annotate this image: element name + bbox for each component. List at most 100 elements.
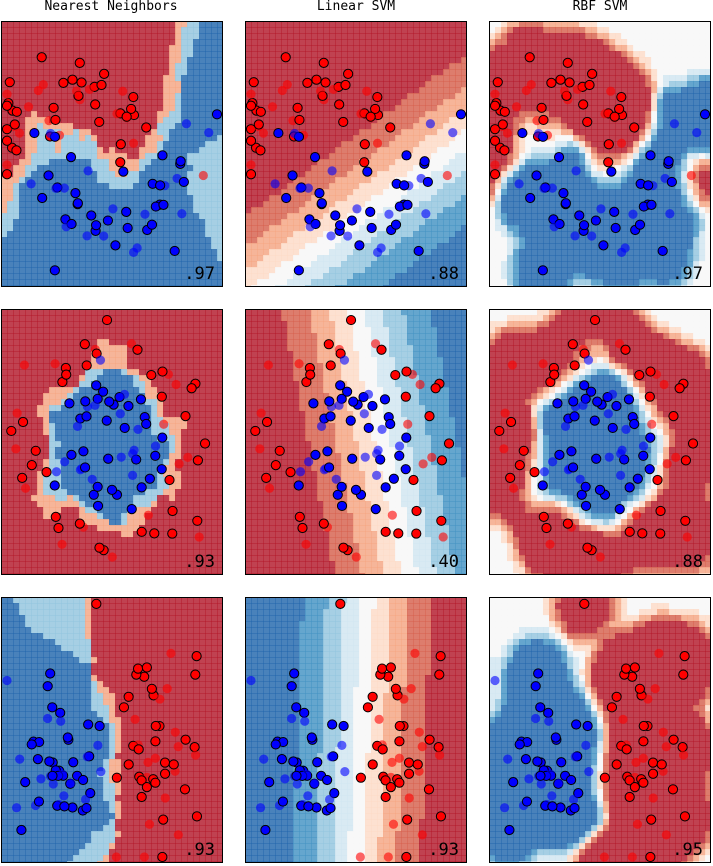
class0-point — [194, 532, 204, 542]
class0-point — [245, 135, 257, 146]
class1-point — [587, 231, 597, 241]
class0-point — [647, 768, 659, 779]
class0-point — [159, 419, 169, 429]
class1-point — [104, 396, 115, 407]
class0-point — [318, 518, 329, 529]
class0-point — [629, 662, 640, 673]
class0-point — [424, 410, 435, 422]
class0-point — [538, 359, 548, 369]
class0-point — [611, 691, 622, 702]
class0-point — [614, 103, 625, 115]
class0-point — [394, 753, 404, 763]
sample-points — [2, 598, 203, 863]
class1-point — [119, 422, 130, 434]
class1-point — [291, 702, 302, 713]
class0-point — [399, 694, 409, 704]
class0-point — [90, 99, 101, 110]
class0-point — [9, 119, 20, 130]
class1-point — [367, 400, 378, 412]
class0-point — [400, 391, 411, 402]
class0-point — [356, 109, 366, 119]
class0-point — [643, 694, 653, 704]
class1-point — [620, 243, 630, 253]
class0-point — [388, 819, 399, 829]
class0-point — [115, 157, 126, 168]
accuracy-score-label: .93 — [184, 552, 215, 572]
class0-point — [334, 99, 345, 110]
class0-point — [656, 759, 667, 770]
class1-point — [91, 380, 102, 391]
class0-point — [180, 410, 191, 422]
class1-point — [533, 668, 544, 679]
class1-point — [95, 355, 106, 365]
class1-point — [568, 396, 579, 407]
class0-point — [94, 116, 105, 128]
class0-point — [490, 160, 500, 170]
class1-point — [591, 453, 602, 464]
class1-point — [288, 756, 299, 767]
class1-point — [59, 183, 69, 193]
class0-point — [335, 598, 346, 609]
class1-point — [290, 128, 300, 139]
class1-point — [352, 204, 362, 214]
class1-point — [504, 824, 515, 836]
class0-point — [19, 360, 29, 370]
class0-point — [624, 526, 635, 537]
class1-point — [47, 770, 58, 781]
class0-point — [654, 648, 664, 658]
class0-point — [136, 775, 147, 786]
class0-point — [325, 360, 336, 371]
class1-point — [270, 739, 281, 750]
class1-point — [119, 389, 130, 399]
class1-point — [539, 183, 549, 193]
class1-point — [66, 778, 76, 788]
class1-point — [580, 481, 591, 492]
class1-point — [81, 411, 92, 422]
class1-point — [47, 702, 58, 713]
class0-point — [645, 366, 656, 377]
class0-point — [417, 742, 427, 752]
class0-point — [50, 359, 60, 369]
class1-point — [102, 215, 114, 226]
class1-point — [586, 386, 597, 397]
class1-point — [169, 245, 180, 257]
axes-frame — [245, 309, 467, 575]
class0-point — [150, 720, 161, 732]
class1-point — [560, 198, 571, 209]
class0-point — [579, 598, 590, 609]
class1-point — [16, 824, 27, 836]
class0-point — [434, 750, 445, 760]
class0-point — [1, 169, 13, 180]
class1-point — [59, 791, 69, 801]
class0-point — [41, 467, 52, 478]
class0-point — [372, 138, 383, 148]
class0-point — [136, 526, 147, 537]
class1-point — [178, 176, 189, 188]
class1-point — [29, 127, 40, 139]
panel-circles-rbf-svm: .88 — [489, 309, 711, 575]
class0-point — [587, 68, 598, 80]
class1-point — [578, 400, 588, 410]
class1-point — [544, 716, 554, 726]
class0-point — [126, 339, 137, 349]
class1-point — [607, 422, 618, 434]
class1-point — [548, 457, 558, 467]
axes-frame — [245, 597, 467, 863]
decision-surface — [489, 597, 711, 863]
class0-point — [572, 84, 583, 94]
class0-point — [380, 775, 391, 786]
class1-point — [175, 156, 186, 167]
class1-point — [121, 206, 132, 217]
class0-point — [50, 114, 61, 126]
panel-moons-linear-svm: .88 — [245, 21, 467, 287]
class1-point — [211, 109, 223, 120]
class1-point — [621, 424, 631, 434]
class1-point — [646, 199, 657, 210]
class1-point — [552, 398, 563, 409]
class0-point — [595, 552, 605, 562]
class0-point — [174, 459, 184, 469]
class1-point — [308, 398, 319, 409]
class1-point — [348, 396, 359, 407]
panel-linearly_separable-linear-svm: .93 — [245, 597, 467, 863]
class0-point — [192, 515, 203, 526]
